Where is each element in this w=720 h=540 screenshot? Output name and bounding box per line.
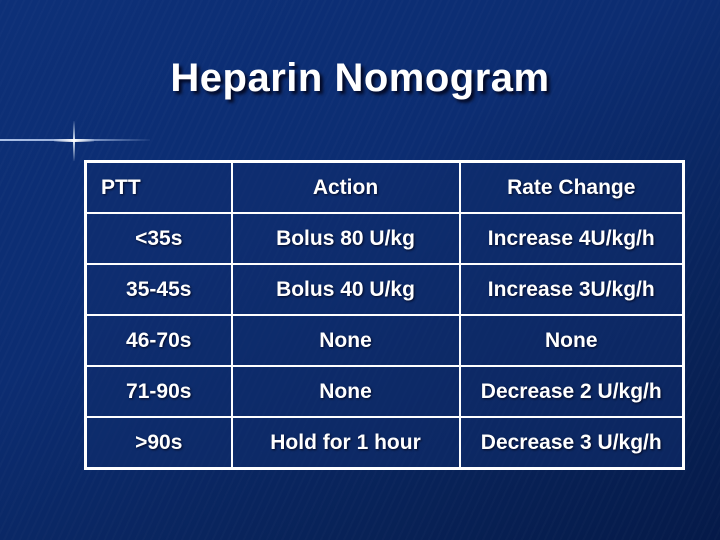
column-header-action: Action — [230, 160, 461, 214]
table-header-row: PTT Action Rate Change — [84, 160, 685, 214]
table-cell-ptt: <35s — [84, 212, 233, 265]
table-row: 71-90s None Decrease 2 U/kg/h — [84, 365, 685, 418]
table-cell-action: None — [230, 314, 461, 367]
column-header-ptt: PTT — [84, 160, 233, 214]
column-header-rate-change: Rate Change — [458, 160, 685, 214]
table-cell-rate-change: Increase 4U/kg/h — [458, 212, 685, 265]
table-row: 46-70s None None — [84, 314, 685, 367]
table-cell-action: None — [230, 365, 461, 418]
sparkle-icon — [54, 121, 94, 161]
table-row: <35s Bolus 80 U/kg Increase 4U/kg/h — [84, 212, 685, 265]
table-cell-rate-change: Decrease 3 U/kg/h — [458, 416, 685, 470]
table-cell-ptt: >90s — [84, 416, 233, 470]
table-cell-action: Bolus 80 U/kg — [230, 212, 461, 265]
table-cell-ptt: 71-90s — [84, 365, 233, 418]
table-cell-action: Bolus 40 U/kg — [230, 263, 461, 316]
table-cell-ptt: 35-45s — [84, 263, 233, 316]
heparin-nomogram-table: PTT Action Rate Change <35s Bolus 80 U/k… — [84, 160, 685, 470]
sparkle-horizontal-bar — [54, 139, 94, 142]
table-cell-rate-change: None — [458, 314, 685, 367]
table-cell-rate-change: Increase 3U/kg/h — [458, 263, 685, 316]
table-cell-action: Hold for 1 hour — [230, 416, 461, 470]
table-cell-ptt: 46-70s — [84, 314, 233, 367]
table-cell-rate-change: Decrease 2 U/kg/h — [458, 365, 685, 418]
table-row: >90s Hold for 1 hour Decrease 3 U/kg/h — [84, 416, 685, 470]
table-row: 35-45s Bolus 40 U/kg Increase 3U/kg/h — [84, 263, 685, 316]
slide-title: Heparin Nomogram — [170, 56, 550, 100]
